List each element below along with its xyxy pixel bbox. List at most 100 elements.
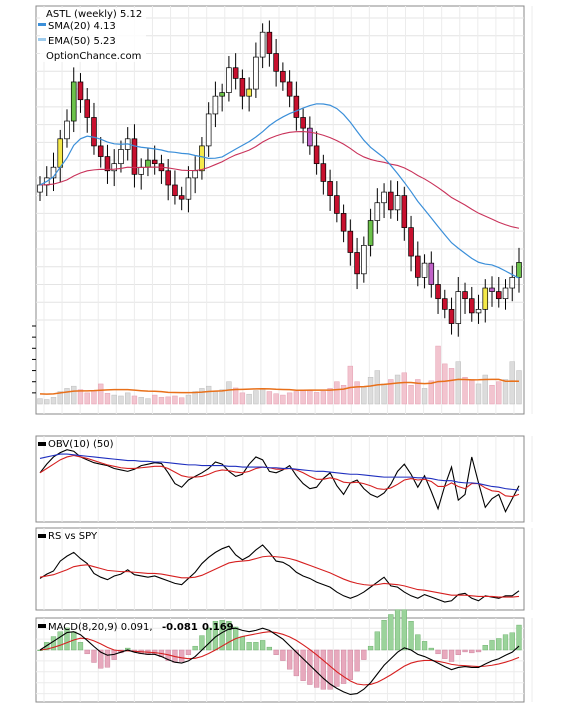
volume-bar (320, 391, 327, 405)
macd-histogram-bar (273, 649, 279, 655)
volume-bar (489, 385, 495, 405)
macd-histogram-bar (361, 649, 367, 660)
obv-title: OBV(10) (50) (48, 439, 114, 450)
macd-histogram-bar (239, 636, 246, 651)
candle-body (408, 227, 414, 257)
macd-histogram-bar (509, 632, 515, 651)
volume-bar (394, 374, 401, 405)
candle-body (442, 298, 448, 310)
price-panel (35, 5, 525, 415)
candle-body (502, 287, 509, 300)
volume-bar (367, 377, 374, 405)
macd-histogram-bar (367, 645, 374, 651)
volume-bar (138, 397, 144, 405)
volume-bar (421, 388, 428, 405)
macd-histogram-bar (260, 640, 266, 651)
macd-histogram-bar (334, 649, 340, 687)
volume-bar (205, 385, 212, 405)
macd-histogram-bar (408, 621, 414, 651)
volume-bar (313, 392, 320, 405)
macd-histogram-bar (104, 649, 111, 668)
volume-bar (192, 391, 198, 405)
candle-body (185, 177, 192, 200)
macd-histogram-bar (226, 621, 232, 651)
volume-bar (381, 383, 387, 405)
candle-body (320, 163, 327, 182)
obv-legend: OBV(10) (50) (38, 439, 114, 450)
volume-bar (286, 392, 293, 405)
candle-body (232, 67, 239, 79)
candle-body (361, 245, 367, 275)
candle-body (205, 113, 212, 147)
volume-bar (435, 345, 441, 405)
macd-histogram-bar (394, 609, 401, 651)
volume-bar (455, 361, 461, 405)
macd-signal-line (39, 631, 520, 686)
macd-histogram-bar (415, 634, 421, 651)
candle-body (84, 99, 91, 118)
macd-line (39, 627, 520, 696)
candle-body (394, 195, 401, 211)
volume-bar (496, 381, 502, 405)
candle-body (97, 145, 104, 157)
volume-bar (401, 372, 407, 405)
volume-bar (273, 393, 279, 405)
candle-body (37, 184, 43, 193)
rs-title: RS vs SPY (48, 531, 98, 542)
candle-body (334, 195, 340, 214)
macd-histogram-bar (300, 649, 306, 681)
candle-body (219, 92, 225, 97)
macd-histogram-bar (286, 649, 293, 670)
rs-series-line (39, 544, 520, 603)
candle-body (118, 149, 124, 165)
obv-series-line (39, 454, 520, 498)
obv-series-line (39, 449, 520, 514)
candle-body (104, 156, 111, 172)
macd-histogram-bar (57, 631, 63, 651)
volume-bar (199, 388, 205, 405)
volume-bar (253, 390, 259, 405)
macd-histogram-bar (374, 631, 380, 651)
macd-histogram-bar (219, 620, 225, 651)
volume-bar (71, 385, 77, 405)
volume-bar (334, 381, 340, 405)
macd-histogram-bar (381, 620, 387, 651)
volume-bar (482, 374, 488, 405)
volume-bar (300, 389, 306, 405)
macd-histogram-bar (320, 649, 326, 690)
macd-histogram-bar (327, 649, 333, 690)
volume-bar (158, 397, 165, 405)
candle-body (489, 287, 495, 292)
candle-body (145, 159, 151, 168)
macd-histogram-bar (91, 649, 97, 663)
macd-histogram-bar (266, 646, 273, 651)
candle-body (516, 262, 522, 278)
volume-bar (509, 361, 515, 405)
candle-body (462, 291, 468, 300)
macd-histogram-bar (84, 649, 90, 655)
volume-bar (408, 385, 414, 405)
volume-bar (239, 392, 246, 405)
volume-bar (226, 381, 232, 405)
candle-body (239, 78, 246, 97)
macd-histogram-bar (489, 640, 495, 651)
macd-panel (35, 617, 525, 703)
volume-bar (50, 397, 57, 405)
volume-bar (388, 379, 394, 405)
macd-value-2: -0.081 (162, 622, 198, 633)
candle-body (313, 145, 320, 165)
volume-bar (266, 391, 273, 405)
volume-bar (125, 392, 131, 405)
candle-body (192, 170, 198, 179)
obv-panel (35, 435, 525, 523)
volume-bar (111, 394, 117, 405)
sma20-line (39, 103, 520, 279)
volume-bar (415, 379, 421, 405)
candle-body (448, 308, 455, 324)
candle-body (226, 67, 232, 93)
macd-histogram-bar (469, 649, 475, 654)
volume-bar (361, 386, 367, 405)
candle-body (165, 170, 171, 186)
macd-histogram-bar (253, 642, 259, 651)
macd-histogram-bar (502, 634, 509, 651)
